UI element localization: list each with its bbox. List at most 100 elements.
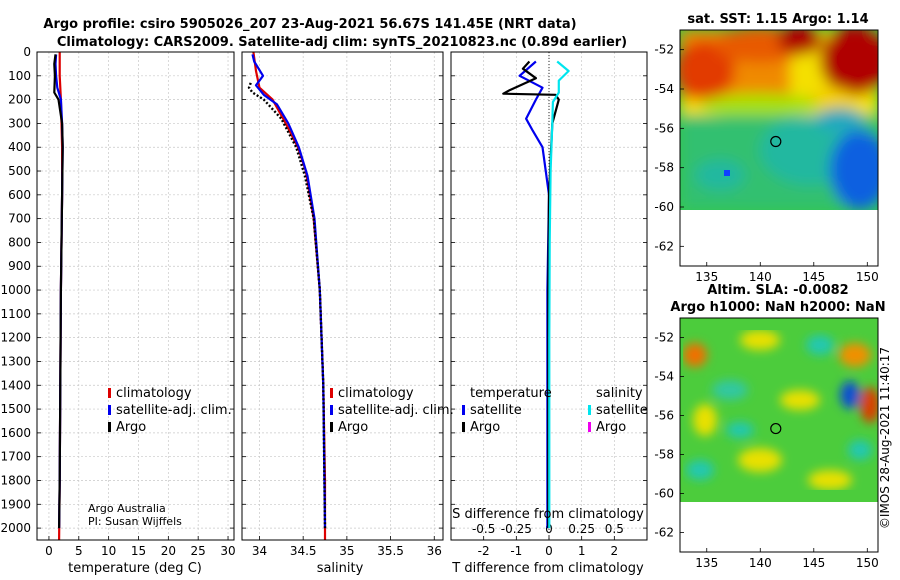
salinity-ticks: 34 34.5 35 35.5 36 bbox=[242, 51, 443, 558]
temperature-series bbox=[53, 52, 64, 541]
temperature-xlabel: temperature (deg C) bbox=[68, 561, 202, 576]
series-line bbox=[502, 60, 560, 529]
legend-label: satellite bbox=[596, 403, 648, 418]
difference-xlabel: T difference from climatology bbox=[451, 561, 644, 576]
x-tick-label: 20 bbox=[161, 544, 176, 558]
legend-swatch bbox=[108, 405, 111, 415]
watermark: ©IMOS 28-Aug-2021 11:40:17 bbox=[878, 347, 892, 529]
x-tick-label: 5 bbox=[75, 544, 83, 558]
map-y-tick-label: -56 bbox=[654, 121, 674, 135]
top-x-tick-label: 0.25 bbox=[568, 522, 595, 536]
salinity-panel: 34 34.5 35 35.5 36 salinity climatology satel… bbox=[241, 51, 454, 576]
y-tick-label: 1100 bbox=[0, 307, 31, 321]
x-tick-label: 34.5 bbox=[290, 544, 317, 558]
legend-label: satellite-adj. clim. bbox=[116, 403, 232, 418]
difference-panel: -2 -1 0 1 2 -0.5 -0.25 0 0.25 0.5 S difference fr… bbox=[450, 51, 648, 576]
series-line bbox=[548, 60, 570, 529]
top-x-tick-label: -0.5 bbox=[472, 522, 495, 536]
x-tick-label: 1 bbox=[578, 544, 586, 558]
temperature-gridlines bbox=[37, 51, 234, 540]
x-tick-label: -2 bbox=[478, 544, 490, 558]
legend-label: satellite bbox=[470, 403, 522, 418]
sst-heatmap bbox=[680, 30, 878, 210]
credit-line-1: Argo Australia bbox=[88, 502, 166, 515]
x-tick-label: 25 bbox=[191, 544, 206, 558]
y-tick-label: 1700 bbox=[0, 450, 31, 464]
x-tick-label: -1 bbox=[510, 544, 522, 558]
sst-argo-location-marker bbox=[770, 135, 782, 148]
top-x-tick-label: 0 bbox=[545, 522, 553, 536]
x-tick-label: 15 bbox=[131, 544, 146, 558]
legend-label: Argo bbox=[116, 420, 146, 435]
series-line bbox=[251, 54, 327, 529]
map-y-tick-label: -58 bbox=[654, 448, 674, 462]
map-y-tick-label: -62 bbox=[654, 239, 674, 253]
salinity-series bbox=[247, 51, 327, 540]
y-tick-label: 1400 bbox=[0, 378, 31, 392]
sst-map-axes-box bbox=[679, 29, 879, 267]
map-y-tick-label: -60 bbox=[654, 487, 674, 501]
y-tick-label: 1800 bbox=[0, 473, 31, 487]
difference-series bbox=[502, 60, 570, 529]
x-tick-label: 10 bbox=[101, 544, 116, 558]
difference-legend: temperature salinity satellite Argo satellit… bbox=[462, 386, 648, 435]
difference-axes-box bbox=[450, 51, 648, 541]
y-tick-label: 600 bbox=[8, 188, 31, 202]
x-tick-label: 2 bbox=[611, 544, 619, 558]
legend-swatch bbox=[588, 405, 591, 415]
map-x-tick-label: 135 bbox=[695, 556, 718, 570]
legend-swatch bbox=[108, 388, 111, 398]
sla-map-axes-box bbox=[679, 317, 879, 553]
y-tick-label: 1300 bbox=[0, 354, 31, 368]
series-line bbox=[518, 60, 551, 529]
x-tick-label: 0 bbox=[545, 544, 553, 558]
legend-label: Argo bbox=[470, 420, 500, 435]
map-y-tick-label: -54 bbox=[654, 370, 674, 384]
map-x-tick-label: 140 bbox=[749, 556, 772, 570]
y-tick-label: 2000 bbox=[0, 521, 31, 535]
top-x-tick-label: 0.5 bbox=[605, 522, 624, 536]
legend-swatch bbox=[462, 422, 465, 432]
map-x-tick-label: 140 bbox=[749, 270, 772, 284]
legend-label: climatology bbox=[116, 386, 192, 401]
salinity-axes-box bbox=[241, 51, 444, 541]
map-x-tick-label: 145 bbox=[802, 556, 825, 570]
y-tick-label: 1600 bbox=[0, 426, 31, 440]
legend-label: Argo bbox=[338, 420, 368, 435]
map-x-tick-label: 150 bbox=[856, 556, 879, 570]
y-tick-label: 100 bbox=[8, 69, 31, 83]
legend-swatch bbox=[588, 422, 591, 432]
map-x-tick-label: 145 bbox=[802, 270, 825, 284]
sla-map-subtitle: Argo h1000: NaN h2000: NaN bbox=[670, 300, 885, 315]
legend-label: climatology bbox=[338, 386, 414, 401]
credit-line-2: PI: Susan Wijffels bbox=[88, 515, 182, 528]
legend-swatch bbox=[108, 422, 111, 432]
top-x-tick-label: -0.25 bbox=[501, 522, 532, 536]
map-y-tick-label: -52 bbox=[654, 43, 674, 57]
map-y-tick-label: -54 bbox=[654, 82, 674, 96]
title-line-1: Argo profile: csiro 5905026_207 23-Aug-2… bbox=[43, 17, 576, 32]
sst-map-panel: sat. SST: 1.15 Argo: 1.14 135 140 145 150 -5… bbox=[654, 12, 879, 284]
temperature-axes-box bbox=[36, 51, 235, 541]
legend-label: salinity bbox=[596, 386, 643, 401]
legend-swatch bbox=[462, 405, 465, 415]
series-line bbox=[247, 82, 327, 529]
map-x-tick-label: 135 bbox=[695, 270, 718, 284]
temperature-legend: climatology satellite-adj. clim. Argo bbox=[108, 386, 232, 435]
y-tick-label: 500 bbox=[8, 164, 31, 178]
legend-swatch bbox=[330, 388, 333, 398]
x-tick-label: 35 bbox=[339, 544, 354, 558]
x-tick-label: 30 bbox=[220, 544, 235, 558]
legend-label: satellite-adj. clim. bbox=[338, 403, 454, 418]
temperature-ticks: 0100200300400500600700800900100011001200… bbox=[0, 45, 235, 558]
y-tick-label: 1200 bbox=[0, 331, 31, 345]
x-tick-label: 35.5 bbox=[377, 544, 404, 558]
map-x-tick-label: 150 bbox=[856, 270, 879, 284]
sla-map-ticks: 135 140 145 150 -52 -54 -56 -58 -60 -62 bbox=[654, 331, 878, 571]
sla-argo-location-marker bbox=[770, 422, 782, 435]
map-y-tick-label: -62 bbox=[654, 526, 674, 540]
legend-label: Argo bbox=[596, 420, 626, 435]
legend-label: temperature bbox=[470, 386, 552, 401]
y-tick-label: 1500 bbox=[0, 402, 31, 416]
